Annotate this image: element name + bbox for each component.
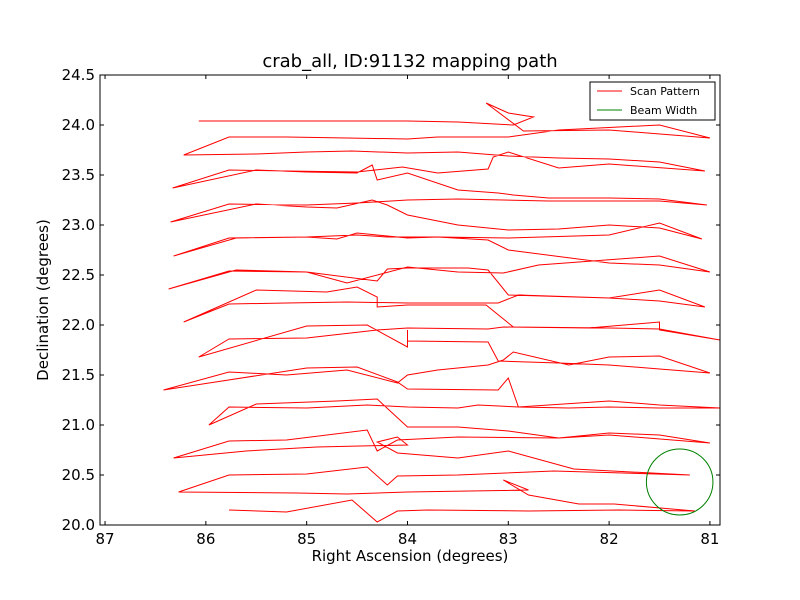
legend-label-beam-width: Beam Width: [630, 104, 697, 117]
axis-ticks: 87 86 85 84 83 82 81 20.0 20.5 21.0 21.5 22.0 22.5 23…: [62, 66, 720, 548]
chart-title: crab_all, ID:91132 mapping path: [262, 51, 557, 72]
y-tick-label: 21.0: [62, 416, 95, 434]
y-tick-label: 23.5: [62, 166, 95, 184]
y-tick-label: 22.5: [62, 266, 95, 284]
x-tick-label: 84: [398, 530, 417, 548]
y-tick-label: 24.5: [62, 66, 95, 84]
plot-frame: [99, 74, 721, 526]
y-axis-label: Declination (degrees): [34, 219, 52, 381]
scan-pattern-line: [163, 102, 720, 523]
x-tick-label: 87: [95, 530, 114, 548]
x-tick-label: 85: [297, 530, 316, 548]
plot-area: [163, 102, 720, 523]
legend: Scan Pattern Beam Width: [589, 81, 716, 121]
y-tick-label: 21.5: [62, 366, 95, 384]
y-tick-label: 24.0: [62, 116, 95, 134]
x-axis-label: Right Ascension (degrees): [312, 547, 509, 565]
beam-width-circle: [645, 448, 714, 516]
x-tick-label: 82: [600, 530, 619, 548]
legend-label-scan-pattern: Scan Pattern: [630, 85, 700, 98]
legend-box: [589, 81, 716, 121]
y-tick-label: 22.0: [62, 316, 95, 334]
y-tick-label: 20.0: [62, 516, 95, 534]
x-tick-label: 81: [700, 530, 719, 548]
x-tick-label: 83: [499, 530, 518, 548]
y-tick-label: 20.5: [62, 466, 95, 484]
y-tick-label: 23.0: [62, 216, 95, 234]
x-tick-label: 86: [196, 530, 215, 548]
